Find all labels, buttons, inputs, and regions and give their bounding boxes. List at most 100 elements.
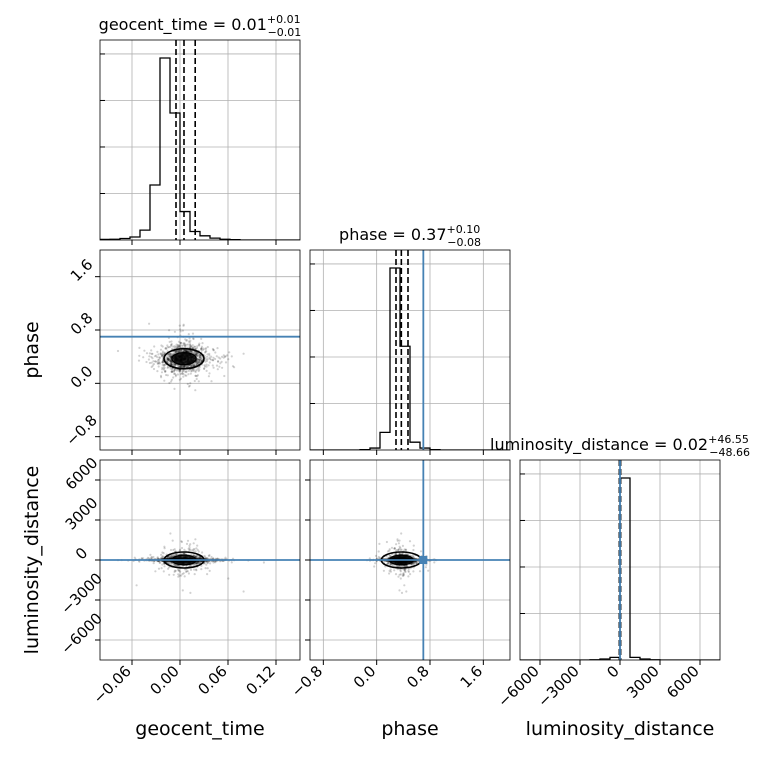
sample-point [166, 357, 169, 360]
sample-point [169, 360, 172, 363]
sample-point [161, 350, 164, 353]
sample-point [184, 374, 187, 377]
sample-point [168, 355, 171, 358]
sample-point [404, 570, 407, 574]
sample-point [196, 354, 200, 357]
sample-point [160, 371, 164, 374]
sample-point [187, 369, 190, 372]
histogram-phase [310, 267, 510, 450]
sample-point [185, 570, 188, 574]
sample-point [220, 355, 224, 358]
sample-point [178, 369, 181, 372]
sample-point [224, 556, 227, 559]
sample-point [151, 357, 154, 360]
sample-point [185, 339, 188, 342]
sample-point [186, 350, 189, 353]
sample-point [189, 343, 192, 346]
sample-point [205, 560, 208, 564]
sample-point [197, 561, 200, 565]
sample-point [195, 352, 198, 356]
sample-point [181, 573, 184, 576]
sample-point [167, 566, 171, 569]
sample-point [168, 355, 171, 358]
sample-point [214, 357, 217, 361]
sample-point [172, 548, 175, 552]
sample-point [170, 368, 173, 371]
sample-point [404, 565, 407, 568]
sample-point [198, 354, 202, 357]
sample-point [197, 359, 200, 362]
sample-point [150, 556, 153, 559]
sample-point [185, 570, 188, 573]
sample-point [185, 350, 189, 353]
sample-point [168, 557, 171, 560]
sample-point [184, 338, 187, 341]
sample-point [196, 374, 199, 377]
sample-point [196, 358, 199, 361]
sample-point [395, 543, 398, 546]
sample-point [179, 330, 182, 333]
sample-point [200, 560, 203, 564]
sample-point [168, 555, 171, 559]
contour-inner [171, 351, 197, 366]
sample-point [204, 556, 207, 559]
sample-point [198, 361, 201, 364]
sample-point [242, 352, 245, 355]
sample-point [192, 337, 195, 341]
sample-point [185, 542, 189, 546]
sample-point [173, 345, 176, 348]
sample-point [183, 548, 186, 552]
sample-point [169, 532, 172, 535]
sample-point [195, 353, 198, 356]
sample-point [188, 337, 191, 340]
sample-point [386, 562, 390, 565]
sample-point [145, 360, 148, 364]
sample-point [215, 364, 219, 367]
sample-point [200, 345, 203, 348]
sample-point [203, 364, 206, 367]
sample-point [168, 573, 171, 576]
sample-point [198, 356, 201, 359]
sample-point [193, 555, 196, 558]
sample-point [179, 366, 183, 369]
sample-point [189, 343, 192, 346]
sample-point [179, 377, 183, 380]
sample-point [161, 563, 164, 566]
sample-point [173, 372, 176, 375]
sample-point [166, 357, 169, 360]
sample-point [176, 568, 180, 571]
sample-point [189, 568, 193, 572]
sample-point [170, 554, 173, 558]
sample-point [207, 375, 210, 378]
sample-point [180, 342, 183, 345]
sample-point [179, 369, 182, 372]
panel-phase-vs-luminosity_distance [309, 459, 511, 661]
sample-point [399, 552, 402, 555]
sample-point [196, 345, 199, 348]
sample-point [168, 353, 171, 356]
sample-point [403, 565, 406, 568]
sample-point [167, 556, 170, 559]
sample-point [167, 357, 170, 361]
sample-point [195, 352, 198, 355]
sample-point [135, 584, 138, 587]
sample-point [184, 365, 187, 368]
sample-point [184, 343, 187, 347]
sample-point [206, 561, 209, 564]
sample-point [148, 355, 151, 358]
sample-point [182, 552, 186, 555]
sample-point [161, 361, 164, 364]
sample-point [212, 349, 215, 352]
sample-point [152, 363, 155, 366]
sample-point [171, 367, 174, 370]
sample-point [168, 561, 171, 564]
sample-point [197, 343, 200, 346]
sample-point [186, 364, 189, 368]
sample-point [157, 365, 160, 368]
sample-point [138, 346, 141, 349]
sample-point [151, 364, 154, 367]
sample-point [161, 363, 164, 366]
sample-point [150, 361, 153, 364]
sample-point [196, 358, 199, 361]
sample-point [394, 553, 397, 556]
